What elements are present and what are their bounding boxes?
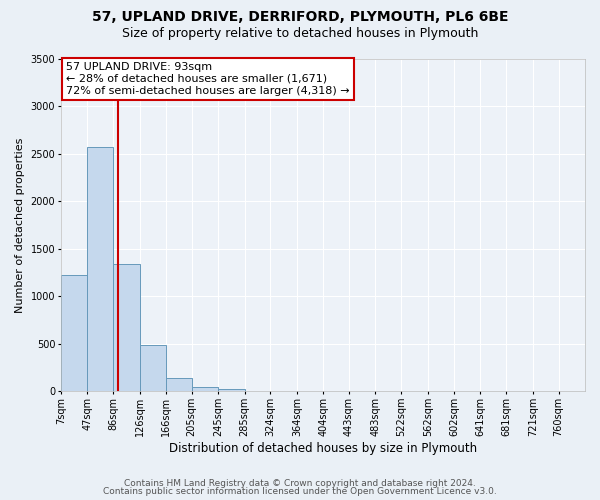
Bar xyxy=(113,264,140,392)
Text: 57, UPLAND DRIVE, DERRIFORD, PLYMOUTH, PL6 6BE: 57, UPLAND DRIVE, DERRIFORD, PLYMOUTH, P… xyxy=(92,10,508,24)
Text: Contains public sector information licensed under the Open Government Licence v3: Contains public sector information licen… xyxy=(103,487,497,496)
Bar xyxy=(218,390,245,392)
Text: Size of property relative to detached houses in Plymouth: Size of property relative to detached ho… xyxy=(122,28,478,40)
Bar xyxy=(87,148,113,392)
Text: Contains HM Land Registry data © Crown copyright and database right 2024.: Contains HM Land Registry data © Crown c… xyxy=(124,478,476,488)
Y-axis label: Number of detached properties: Number of detached properties xyxy=(15,138,25,313)
Text: 57 UPLAND DRIVE: 93sqm
← 28% of detached houses are smaller (1,671)
72% of semi-: 57 UPLAND DRIVE: 93sqm ← 28% of detached… xyxy=(66,62,350,96)
X-axis label: Distribution of detached houses by size in Plymouth: Distribution of detached houses by size … xyxy=(169,442,477,455)
Bar xyxy=(166,378,192,392)
Bar xyxy=(192,386,218,392)
Bar xyxy=(61,274,87,392)
Bar xyxy=(140,345,166,392)
Bar xyxy=(245,390,271,392)
